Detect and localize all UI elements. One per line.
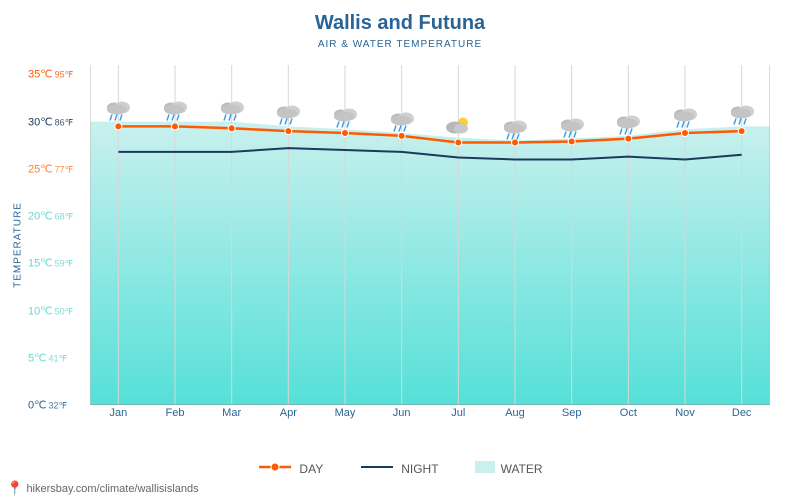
legend-item-day: DAY	[257, 461, 323, 476]
legend-label: WATER	[501, 462, 543, 476]
x-tick: Jun	[393, 407, 411, 419]
x-tick: Feb	[166, 407, 185, 419]
rain-cloud-icon	[160, 99, 190, 128]
y-tick: 20℃68℉	[28, 210, 73, 223]
pin-icon: 📍	[6, 480, 23, 497]
x-tick: Jan	[109, 407, 127, 419]
legend-item-night: NIGHT	[359, 461, 438, 476]
legend-swatch-water	[475, 461, 495, 476]
source-text: hikersbay.com/climate/wallisislands	[26, 483, 198, 495]
legend-swatch-day	[257, 461, 293, 476]
rain-cloud-icon	[500, 118, 530, 147]
y-tick: 30℃86℉	[28, 115, 73, 128]
rain-cloud-icon	[557, 116, 587, 145]
rain-cloud-icon	[670, 107, 700, 136]
rain-cloud-icon	[387, 111, 417, 140]
x-tick: Nov	[675, 407, 695, 419]
x-tick: Jul	[451, 407, 465, 419]
x-axis-ticks: Jan Feb Mar Apr May Jun Jul Aug Sep Oct Nov Dec	[90, 407, 770, 427]
legend-label: DAY	[299, 462, 323, 476]
x-tick: Sep	[562, 407, 582, 419]
rain-cloud-icon	[613, 113, 643, 142]
rain-cloud-icon	[727, 104, 757, 133]
x-tick: Oct	[620, 407, 637, 419]
x-tick: Mar	[222, 407, 241, 419]
legend-item-water: WATER	[475, 461, 543, 476]
rain-cloud-icon	[273, 104, 303, 133]
partly-cloudy-icon	[443, 115, 473, 144]
source-link[interactable]: 📍 hikersbay.com/climate/wallisislands	[6, 480, 199, 497]
y-tick: 0℃32℉	[28, 399, 67, 412]
water-area	[90, 122, 770, 405]
y-axis-ticks: 0℃32℉ 5℃41℉ 10℃50℉ 15℃59℉ 20℃68℉ 25℃77℉ 30℃86℉…	[0, 55, 100, 435]
legend: DAY NIGHT WATER	[0, 461, 800, 476]
chart-title: Wallis and Futuna	[0, 0, 800, 35]
chart-area: TEMPERATURE 0℃32℉5℃41℉10℃50℉15℃59℉20℃68℉…	[0, 55, 800, 435]
y-tick: 10℃50℉	[28, 304, 73, 317]
y-tick: 15℃59℉	[28, 257, 73, 270]
plot-region	[90, 65, 770, 405]
x-tick: Dec	[732, 407, 752, 419]
x-tick: Apr	[280, 407, 297, 419]
rain-cloud-icon	[330, 107, 360, 136]
legend-swatch-night	[359, 461, 395, 476]
legend-label: NIGHT	[401, 462, 438, 476]
y-tick: 5℃41℉	[28, 351, 67, 364]
plot-svg	[90, 65, 770, 405]
y-tick: 25℃77℉	[28, 162, 73, 175]
x-tick: May	[335, 407, 356, 419]
x-tick: Aug	[505, 407, 525, 419]
rain-cloud-icon	[103, 99, 133, 128]
y-tick: 35℃95℉	[28, 68, 73, 81]
rain-cloud-icon	[217, 99, 247, 128]
chart-subtitle: AIR & WATER TEMPERATURE	[0, 35, 800, 50]
